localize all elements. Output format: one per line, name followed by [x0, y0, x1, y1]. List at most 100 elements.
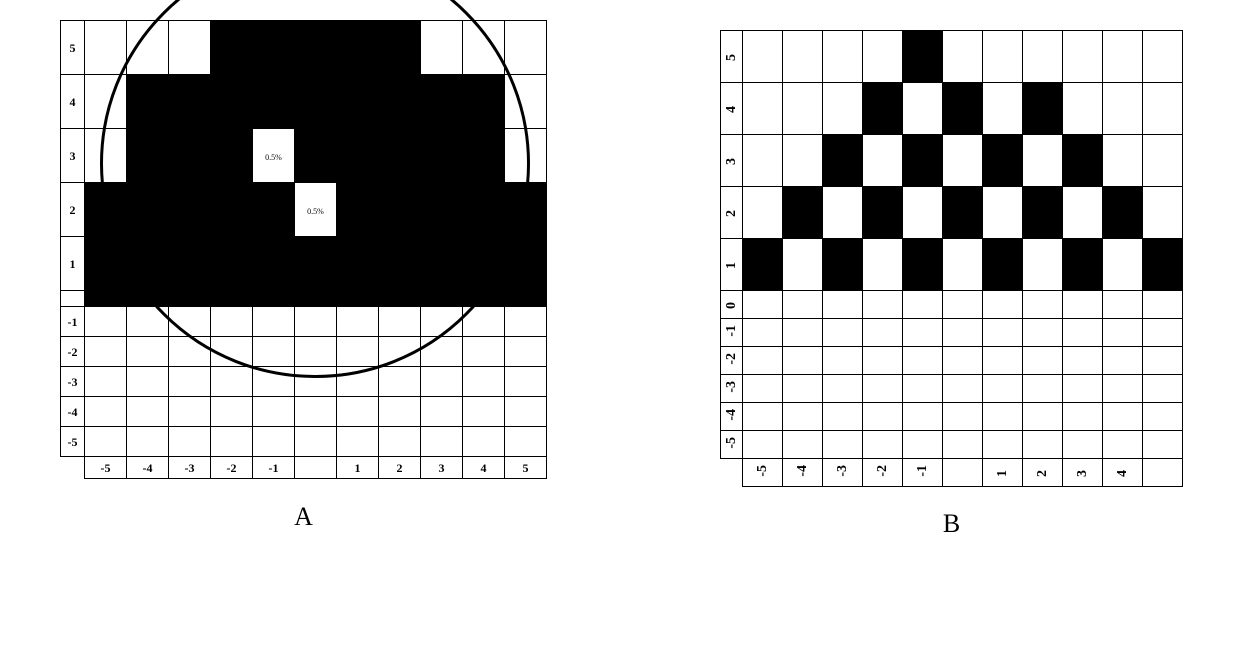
data-cell	[85, 183, 127, 237]
data-cell	[1023, 319, 1063, 347]
data-cell	[127, 237, 169, 291]
data-cell	[983, 347, 1023, 375]
data-cell	[169, 21, 211, 75]
data-cell	[211, 397, 253, 427]
inset-label: 0.5%	[306, 207, 325, 216]
data-cell	[743, 187, 783, 239]
y-label: 4	[725, 106, 739, 113]
data-cell	[1103, 187, 1143, 239]
data-cell	[1143, 83, 1183, 135]
data-cell	[983, 31, 1023, 83]
data-cell	[85, 129, 127, 183]
x-label: 4	[481, 461, 487, 475]
data-cell	[743, 135, 783, 187]
data-cell	[421, 427, 463, 457]
data-cell	[983, 239, 1023, 291]
data-cell	[903, 83, 943, 135]
x-label: 4	[1116, 470, 1130, 477]
data-cell	[211, 237, 253, 291]
x-label-cell: -4	[783, 459, 823, 487]
data-cell	[943, 135, 983, 187]
x-label: -5	[101, 461, 111, 475]
data-cell	[983, 291, 1023, 319]
data-cell: 0.5%	[253, 129, 295, 183]
data-cell	[1063, 347, 1103, 375]
data-cell	[783, 347, 823, 375]
data-cell	[253, 307, 295, 337]
x-label: -3	[185, 461, 195, 475]
x-label-cell: 4	[1103, 459, 1143, 487]
data-cell	[903, 239, 943, 291]
x-label-cell: -1	[903, 459, 943, 487]
data-cell	[983, 135, 1023, 187]
data-cell	[337, 237, 379, 291]
data-cell	[1143, 135, 1183, 187]
data-cell	[863, 31, 903, 83]
data-cell	[1023, 239, 1063, 291]
data-cell	[379, 75, 421, 129]
data-cell	[463, 427, 505, 457]
data-cell	[295, 129, 337, 183]
data-cell	[903, 431, 943, 459]
data-cell	[743, 347, 783, 375]
data-cell	[295, 427, 337, 457]
x-label-cell: 5	[505, 457, 547, 479]
data-cell	[1023, 31, 1063, 83]
inset-label: 0.5%	[264, 153, 283, 162]
data-cell	[295, 291, 337, 307]
y-label-cell: -3	[61, 367, 85, 397]
data-cell	[211, 129, 253, 183]
y-label-cell: -5	[721, 431, 743, 459]
x-label: 1	[996, 470, 1010, 477]
data-cell	[1063, 319, 1103, 347]
data-cell	[85, 367, 127, 397]
data-cell	[127, 367, 169, 397]
data-cell	[1063, 239, 1103, 291]
data-cell	[1063, 83, 1103, 135]
data-cell	[505, 237, 547, 291]
y-label: -4	[725, 409, 739, 421]
data-cell	[823, 187, 863, 239]
data-cell	[903, 319, 943, 347]
data-cell	[253, 291, 295, 307]
data-cell	[1143, 187, 1183, 239]
data-cell	[783, 291, 823, 319]
data-cell	[505, 337, 547, 367]
y-label: -3	[68, 375, 78, 389]
data-cell	[253, 397, 295, 427]
x-label-cell: -3	[169, 457, 211, 479]
data-cell	[127, 427, 169, 457]
data-cell	[743, 431, 783, 459]
data-cell	[169, 307, 211, 337]
data-cell	[1103, 403, 1143, 431]
data-cell	[337, 21, 379, 75]
data-cell	[943, 31, 983, 83]
y-label-cell: 3	[61, 129, 85, 183]
y-label: 4	[70, 95, 76, 109]
data-cell	[943, 319, 983, 347]
data-cell	[421, 307, 463, 337]
data-cell	[379, 397, 421, 427]
data-cell	[337, 307, 379, 337]
data-cell	[823, 239, 863, 291]
grid-b: 543210-1-2-3-4-5-5-4-3-2-11234	[720, 30, 1183, 487]
x-label: 2	[1036, 470, 1050, 477]
y-label-cell: 2	[721, 187, 743, 239]
y-label: -5	[725, 437, 739, 449]
data-cell	[463, 75, 505, 129]
data-cell	[379, 337, 421, 367]
data-cell	[1143, 403, 1183, 431]
y-label: 2	[70, 203, 76, 217]
data-cell	[1103, 291, 1143, 319]
x-label: -2	[876, 465, 890, 477]
x-label-cell: -2	[863, 459, 903, 487]
data-cell	[743, 375, 783, 403]
data-cell	[1103, 31, 1143, 83]
data-cell	[1103, 319, 1143, 347]
y-label: 2	[725, 210, 739, 217]
y-label: 0	[725, 302, 739, 309]
x-label-cell: -4	[127, 457, 169, 479]
data-cell	[1143, 31, 1183, 83]
data-cell	[421, 367, 463, 397]
data-cell	[943, 403, 983, 431]
